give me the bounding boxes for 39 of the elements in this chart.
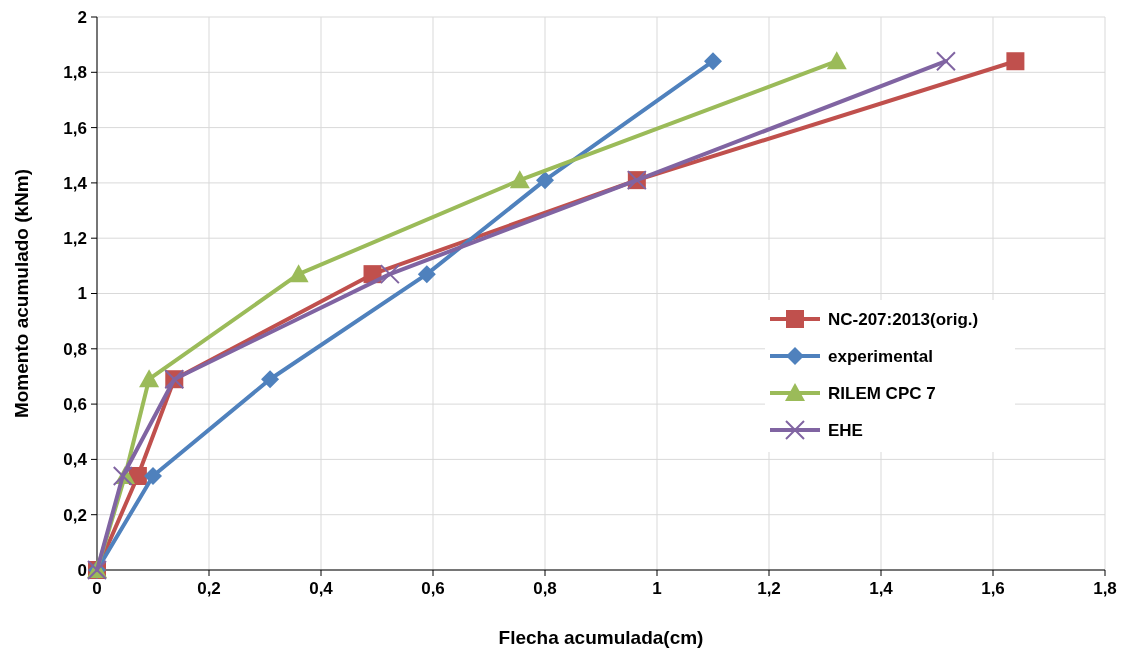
point: [935, 51, 956, 72]
legend-label: NC-207:2013(orig.): [828, 309, 979, 329]
x-tick-label: 1,2: [757, 579, 781, 598]
legend-label: RILEM CPC 7: [828, 383, 936, 403]
x-tick-label: 0,8: [533, 579, 557, 598]
y-tick-label: 0,2: [63, 505, 87, 525]
x-tick-label: 0,4: [309, 579, 334, 598]
y-tick-label: 1,2: [63, 229, 87, 249]
point: [144, 466, 162, 485]
x-tick-label: 0: [92, 579, 102, 598]
point: [261, 370, 280, 389]
point: [704, 52, 722, 71]
legend-label: EHE: [828, 420, 863, 440]
y-tick-label: 0,4: [63, 450, 88, 470]
y-tick-label: 1: [77, 284, 87, 304]
point: [1006, 52, 1025, 71]
y-tick-label: 1,4: [63, 173, 88, 193]
x-axis-title: Flecha acumulada(cm): [498, 627, 704, 648]
x-tick-label: 0,2: [197, 579, 221, 598]
x-tick-label: 1,8: [1093, 579, 1117, 598]
point: [417, 265, 436, 284]
y-tick-label: 0,8: [63, 339, 87, 359]
y-axis-title: Momento acumulado (kNm): [11, 168, 32, 419]
point: [826, 51, 847, 70]
y-tick-label: 1,6: [63, 118, 87, 138]
point: [536, 171, 554, 190]
x-tick-label: 1,4: [869, 579, 894, 598]
x-tick-label: 1,6: [981, 579, 1005, 598]
y-tick-label: 2: [77, 7, 87, 27]
y-tick-label: 0,6: [63, 395, 87, 415]
point: [288, 264, 309, 283]
x-tick-label: 1: [652, 579, 662, 598]
point: [379, 264, 400, 285]
point: [139, 369, 160, 388]
x-tick-label: 0,6: [421, 579, 445, 598]
y-tick-label: 0: [77, 560, 87, 580]
legend-label: experimental: [828, 346, 933, 366]
y-tick-label: 1,8: [63, 63, 87, 83]
point: [509, 170, 530, 189]
